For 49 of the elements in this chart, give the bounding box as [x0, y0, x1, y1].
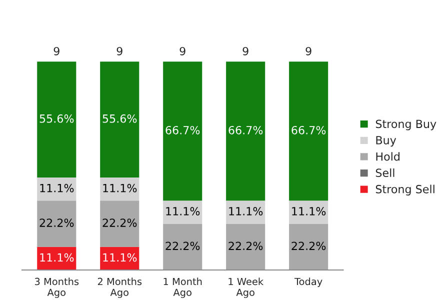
- bar: [100, 178, 140, 201]
- x-tick-label: Today: [294, 278, 322, 288]
- legend-label: Hold: [376, 152, 400, 161]
- bar: [289, 224, 328, 270]
- bar: [226, 200, 266, 224]
- bar: [100, 246, 140, 270]
- bar: [37, 178, 76, 201]
- legend-label: Strong Sell: [376, 184, 434, 196]
- data-label: 22.2%: [40, 218, 74, 227]
- bar: [37, 246, 76, 270]
- data-label: 11.1%: [40, 184, 74, 192]
- x-tick-label: 1 Week Ago: [228, 278, 264, 298]
- legend-label: Sell: [376, 168, 394, 178]
- bar: [100, 62, 140, 178]
- data-label: 11.1%: [40, 253, 74, 262]
- annotation: 9: [306, 46, 312, 56]
- x-tick-label: 1 Month Ago: [164, 278, 202, 298]
- annotation: 9: [180, 46, 186, 56]
- bar: [163, 224, 202, 270]
- data-label: 55.6%: [102, 114, 137, 123]
- bar: [37, 62, 76, 178]
- data-label: 11.1%: [292, 207, 326, 216]
- bar: [289, 62, 328, 201]
- annotation: 9: [54, 46, 60, 56]
- annotation: 9: [242, 46, 248, 56]
- data-label: 66.7%: [292, 126, 326, 134]
- bar: [289, 200, 328, 224]
- data-label: 11.1%: [103, 253, 137, 262]
- data-label: 22.2%: [292, 242, 326, 250]
- data-label: 22.2%: [228, 242, 263, 250]
- data-label: 55.6%: [40, 114, 74, 123]
- bar: [163, 200, 202, 224]
- data-label: 11.1%: [166, 207, 200, 216]
- legend-label: Buy: [376, 136, 396, 147]
- bar: [163, 62, 202, 201]
- bar: [100, 200, 140, 247]
- bar: [37, 200, 76, 247]
- data-label: 66.7%: [166, 126, 200, 134]
- x-tick-label: 2 Months Ago: [98, 278, 142, 298]
- bar: [226, 224, 266, 270]
- bar: [226, 62, 266, 201]
- data-label: 11.1%: [229, 207, 263, 216]
- legend-label: Strong Buy: [376, 120, 436, 130]
- data-label: 22.2%: [166, 242, 200, 250]
- annotation: 9: [116, 46, 122, 56]
- data-label: 22.2%: [102, 218, 137, 227]
- data-label: 11.1%: [103, 184, 137, 192]
- x-tick-label: 3 Months Ago: [34, 278, 79, 298]
- data-label: 66.7%: [228, 126, 263, 134]
